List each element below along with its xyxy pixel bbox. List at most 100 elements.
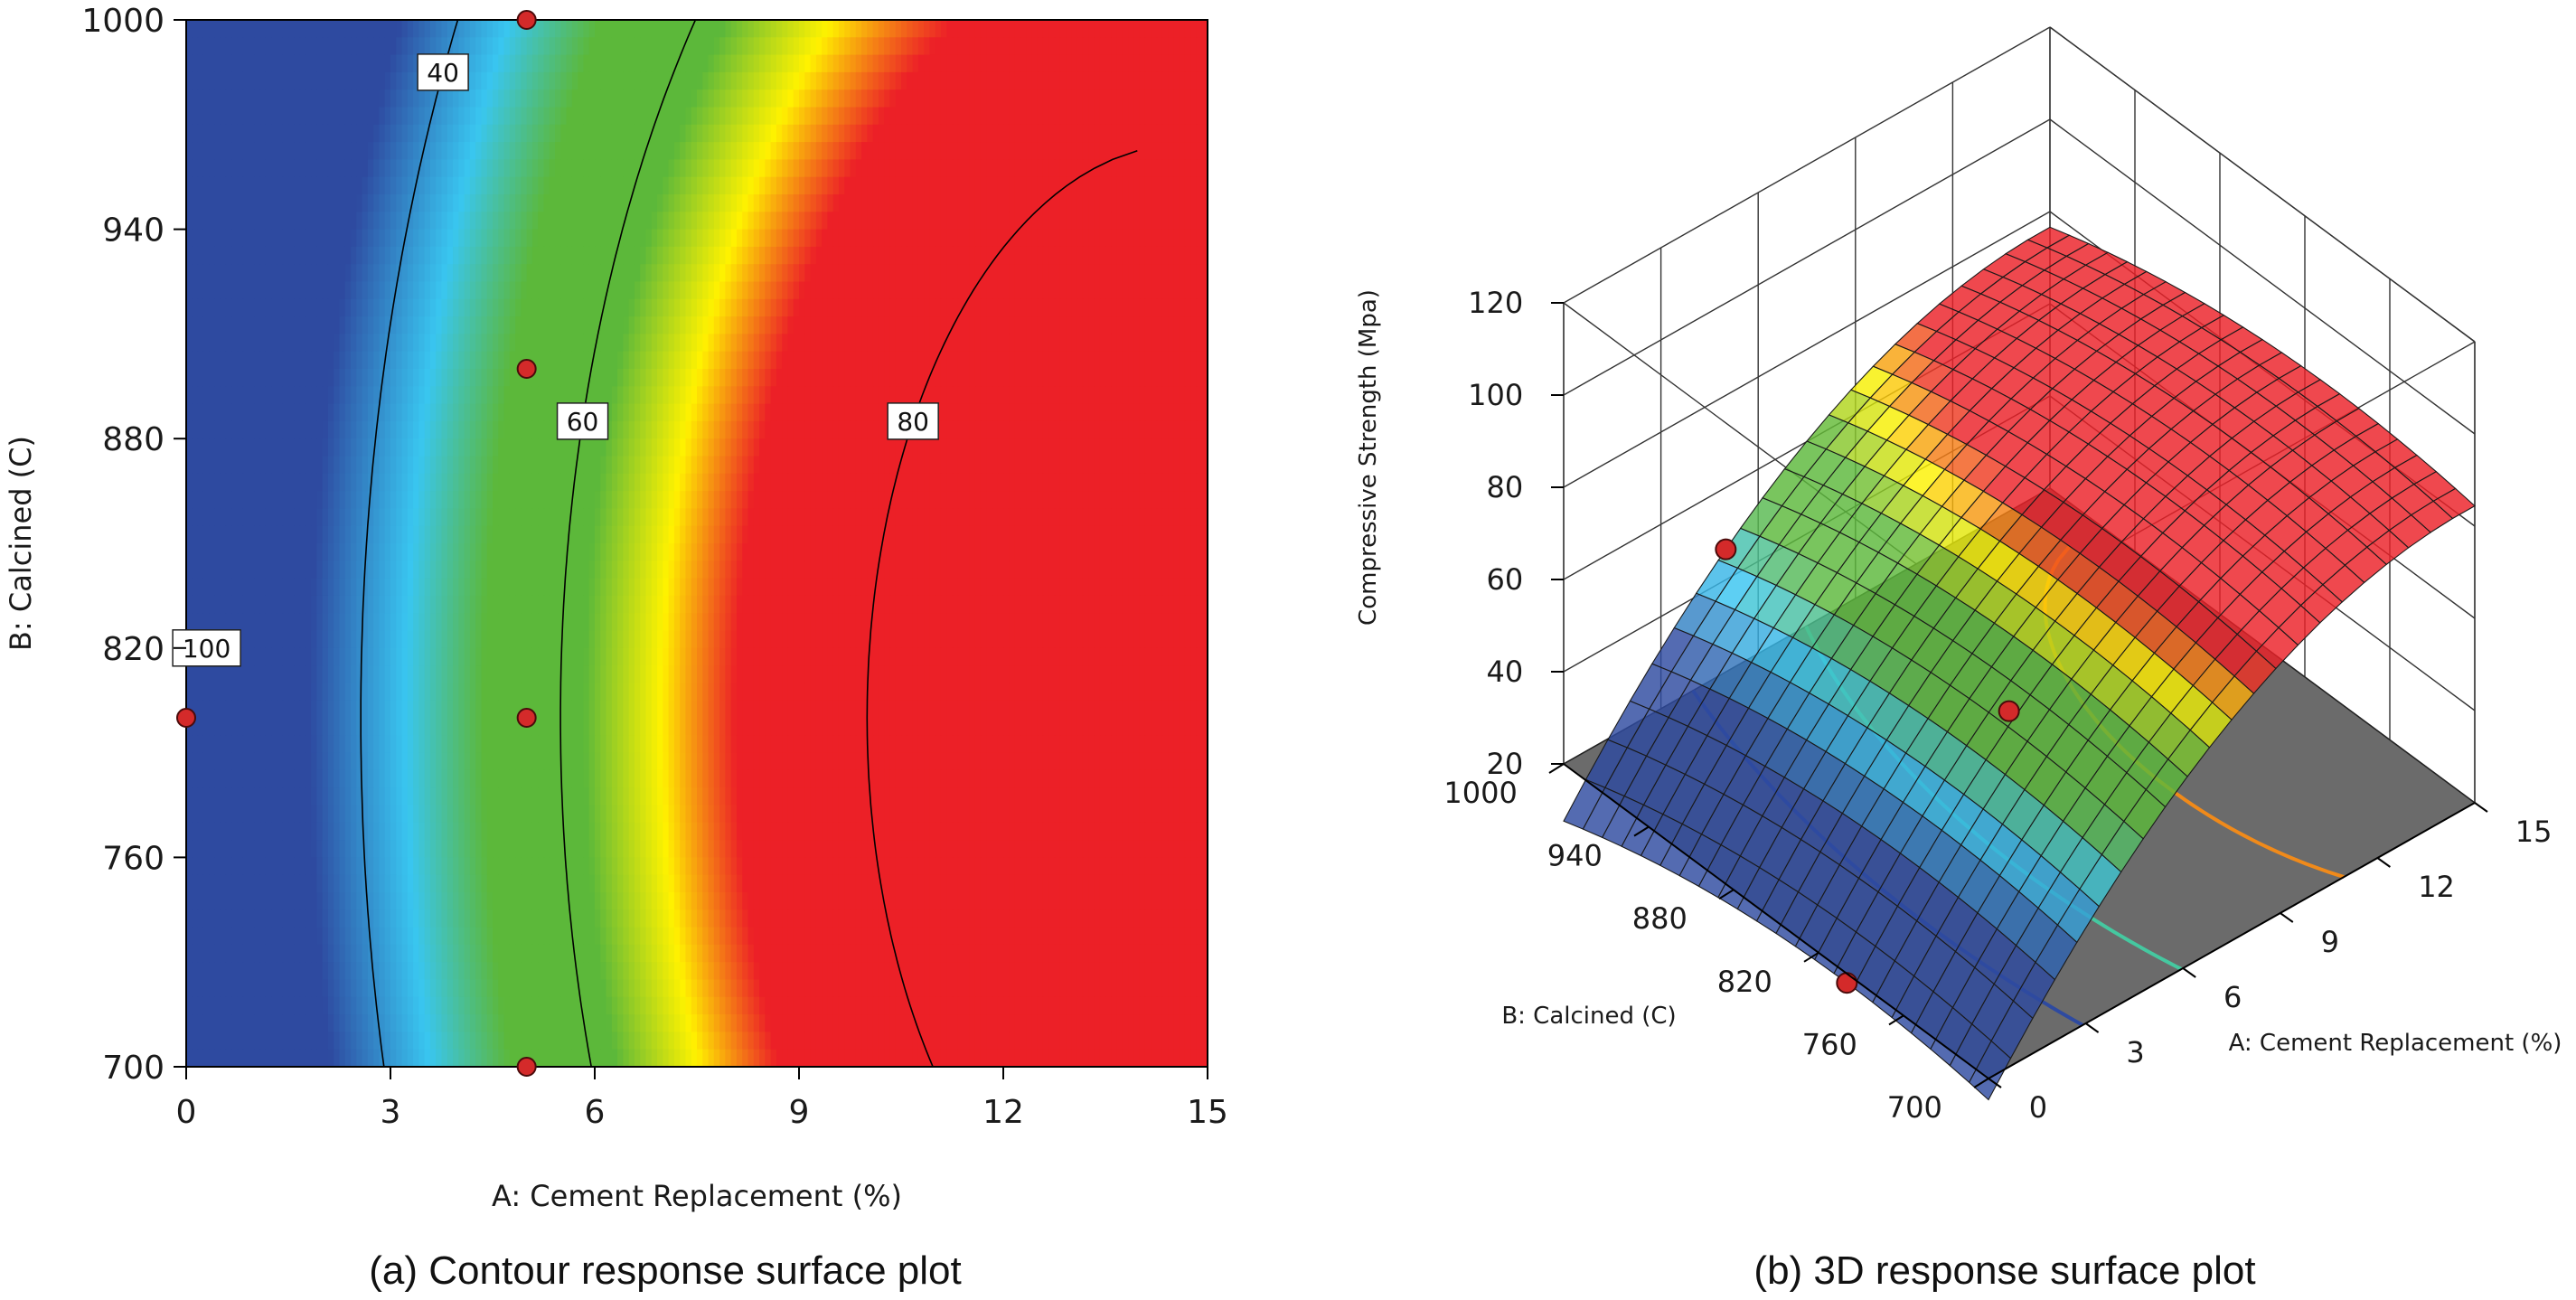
contour-cell [935, 473, 942, 492]
contour-cell [964, 212, 970, 231]
contour-cell [503, 281, 511, 300]
contour-cell [617, 54, 624, 73]
contour-cell [980, 438, 987, 457]
contour-cell [946, 229, 954, 248]
contour-cell [560, 54, 568, 73]
contour-cell [1156, 176, 1163, 195]
contour-cell [453, 281, 459, 300]
contour-cell [1151, 194, 1158, 212]
contour-cell [872, 159, 879, 178]
contour-cell [503, 264, 511, 283]
contour-cell [1161, 473, 1169, 492]
contour-cell [202, 54, 210, 73]
contour-cell [1082, 403, 1089, 422]
contour-cell [1026, 316, 1032, 334]
contour-cell [964, 194, 970, 212]
contour-cell [634, 316, 641, 334]
contour-cell [952, 71, 959, 90]
contour-cell [384, 71, 391, 90]
contour-cell [351, 473, 357, 492]
contour-cell [259, 281, 267, 300]
contour-cell [379, 334, 386, 353]
contour-cell [645, 124, 653, 143]
contour-cell [895, 159, 902, 178]
contour-cell [1042, 107, 1049, 126]
contour-cell [986, 20, 993, 38]
contour-cell [844, 107, 851, 126]
contour-cell [214, 386, 221, 405]
contour-cell [793, 403, 800, 422]
contour-cell [917, 20, 925, 38]
contour-cell [503, 334, 511, 353]
contour-cell [1190, 20, 1198, 38]
contour-cell [753, 142, 760, 160]
contour-cell [901, 334, 907, 353]
contour-cell [259, 229, 267, 248]
contour-cell [186, 386, 193, 405]
contour-cell [827, 420, 834, 439]
contour-cell [299, 20, 306, 38]
contour-cell [657, 420, 663, 439]
contour-cell [498, 264, 505, 283]
contour-cell [697, 334, 703, 353]
contour-cell [673, 176, 681, 195]
contour-cell [242, 298, 249, 317]
contour-cell [713, 334, 720, 353]
contour-cell [1133, 281, 1141, 300]
contour-cell [453, 37, 459, 56]
contour-cell [1042, 142, 1049, 160]
contour-cell [1042, 246, 1049, 265]
contour-cell [362, 264, 369, 283]
contour-cell [521, 334, 528, 353]
contour-cell [957, 334, 964, 353]
contour-cell [929, 20, 936, 38]
contour-cell [1111, 142, 1118, 160]
contour-cell [1133, 420, 1141, 439]
contour-cell [379, 473, 386, 492]
contour-cell [861, 386, 868, 405]
contour-cell [697, 438, 703, 457]
contour-cell [481, 246, 488, 265]
contour-cell [1094, 20, 1101, 38]
contour-cell [447, 229, 454, 248]
contour-cell [822, 456, 828, 475]
contour-cell [197, 351, 204, 370]
contour-cell [765, 316, 772, 334]
contour-cell [1042, 124, 1049, 143]
contour-cell [1133, 159, 1141, 178]
contour-cell [640, 316, 647, 334]
contour-cell [697, 107, 703, 126]
contour-cell [793, 351, 800, 370]
contour-cell [964, 438, 970, 457]
contour-cell [657, 316, 663, 334]
contour-cell [469, 246, 476, 265]
contour-cell [316, 176, 324, 195]
contour-cell [424, 264, 431, 283]
contour-cell [277, 456, 284, 475]
contour-cell [220, 176, 227, 195]
contour-cell [997, 107, 1004, 126]
contour-cell [1111, 316, 1118, 334]
contour-cell [186, 438, 193, 457]
contour-cell [493, 316, 499, 334]
contour-cell [685, 403, 692, 422]
contour-cell [1105, 334, 1112, 353]
contour-cell [197, 159, 204, 178]
contour-cell [424, 37, 431, 56]
contour-cell [453, 159, 459, 178]
contour-cell [1190, 71, 1198, 90]
contour-cell [765, 298, 772, 317]
contour-cell [1133, 176, 1141, 195]
contour-cell [1179, 54, 1186, 73]
contour-cell [946, 176, 954, 195]
contour-cell [583, 212, 590, 231]
contour-cell [1020, 456, 1027, 475]
contour-cell [980, 281, 987, 300]
contour-cell [787, 386, 794, 405]
contour-cell [1048, 89, 1056, 108]
contour-cell [697, 194, 703, 212]
contour-cell [878, 491, 885, 509]
contour-cell [878, 351, 885, 370]
contour-cell [878, 54, 885, 73]
contour-cell [940, 420, 947, 439]
